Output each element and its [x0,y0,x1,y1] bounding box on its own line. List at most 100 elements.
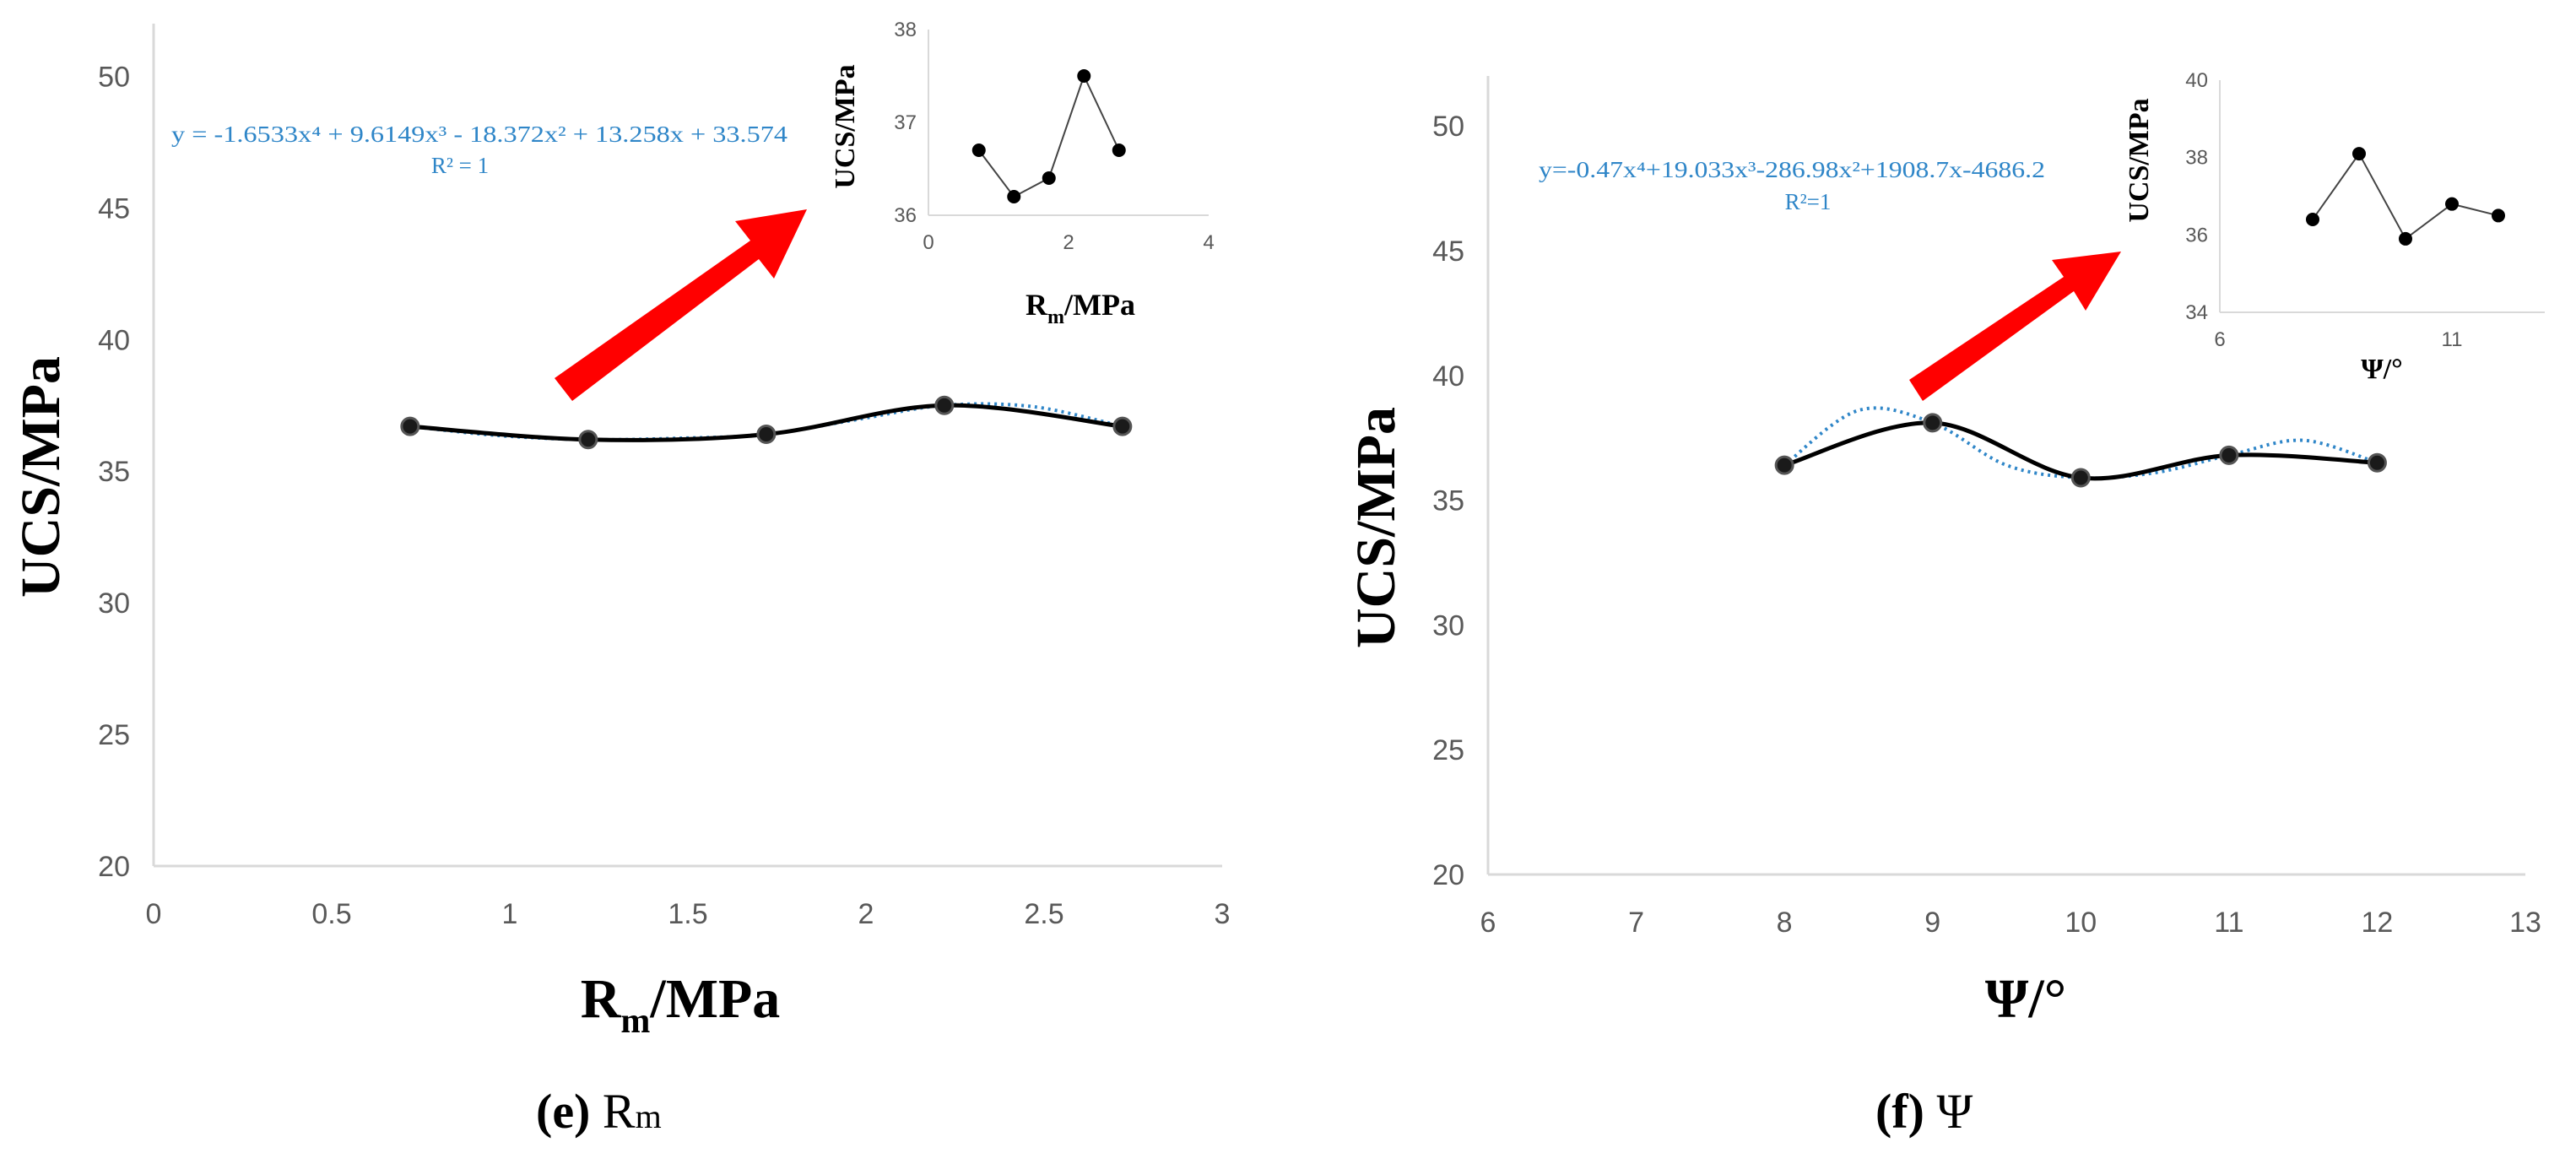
panel-e-data-points [400,395,1133,450]
panel-e-inset-x-title: Rm/MPa [1026,288,1135,328]
panel-f-fit-path [1783,406,2378,480]
panel-e-y-tick-label: 45 [98,192,130,225]
panel-e-inset-x-tick-label: 0 [923,231,934,254]
panel-e-inset-data-point [1042,171,1056,185]
panel-f-inset-line-path [2312,152,2499,241]
panel-e-data-point [934,395,955,415]
panel-e-x-tick-label: 1 [502,898,518,930]
panel-e-x-ticks: 0 0.5 1 1.5 2 2.5 3 [146,898,1231,930]
panel-e-inset-x-tick-label: 2 [1063,231,1074,254]
panel-f-x-tick-label: 8 [1777,907,1793,939]
panel-f-y-axis-title: UCS/MPa [1345,407,1407,648]
panel-f-y-tick-label: 30 [1432,609,1464,642]
panel-e-y-tick-label: 25 [98,719,130,751]
panel-e-x-tick-label: 0.5 [311,898,351,930]
panel-e-data-point [400,416,420,436]
panel-f-caption-var: Ψ [1936,1084,1973,1139]
panel-f-x-tick-label: 6 [1480,907,1496,939]
panel-e-arrow [555,209,807,401]
panel-f-data-point [1923,413,1943,433]
panel-f-inset-x-title: Ψ/° [2361,354,2403,385]
panel-e-y-tick-label: 50 [98,61,130,93]
panel-e-inset-y-ticks: 36 37 38 [894,19,917,227]
panel-e-y-tick-label: 40 [98,324,130,356]
panel-f-inset-y-title: UCS/MPa [2124,98,2155,222]
panel-e-caption-letter: (e) [536,1084,590,1139]
panel-e-data-point [1112,416,1133,436]
panel-f-inset-y-tick-label: 38 [2185,147,2208,170]
panel-f-inset-series-line [2312,152,2499,241]
panel-f-data-point [2367,452,2387,473]
panel-f-inset-data-point [2306,213,2319,226]
panel-f-inset-x-tick-label: 6 [2214,328,2225,351]
panel-f-y-tick-label: 25 [1432,734,1464,766]
panel-f-inset-data-point [2352,147,2366,161]
panel-e-x-tick-label: 2.5 [1024,898,1063,930]
panel-f-x-axis-title: Ψ/° [1985,968,2066,1030]
panel-f-data-point [1774,455,1794,475]
panel-f-inset-data-points [2306,147,2505,246]
panel-e-inset-y-tick-label: 38 [894,19,917,41]
panel-e-y-axis-title: UCS/MPa [10,356,72,598]
panel-f-caption: (f) Ψ [1875,1084,1973,1139]
panel-e-inset-data-points [971,69,1126,203]
panel-f-x-tick-label: 12 [2362,907,2394,939]
panel-e-y-ticks: 20 25 30 35 40 45 50 [98,61,130,883]
panel-e-inset-x-tick-label: 4 [1203,231,1214,254]
panel-f-y-tick-label: 35 [1432,485,1464,517]
panel-f-arrow [1909,252,2121,401]
panel-e-y-tick-label: 35 [98,456,130,488]
panel-f-y-tick-label: 40 [1432,360,1464,393]
panel-e-x-tick-label: 1.5 [668,898,707,930]
panel-e-x-tick-label: 3 [1215,898,1231,930]
panel-f-inset-data-point [2492,208,2505,223]
panel-e-r-squared: R² = 1 [431,153,489,178]
panel-e-caption: (e) Rm [536,1084,662,1139]
panel-f-x-ticks: 6 7 8 9 10 11 12 13 [1480,907,2541,939]
panel-f-fit-curve [1783,406,2378,480]
panel-e-inset-data-point [1007,190,1021,203]
panel-e-equation: y = -1.6533x⁴ + 9.6149x³ - 18.372x² + 13… [171,122,788,147]
panel-f-data-point [2070,468,2091,488]
panel-f-inset-x-tick-label: 11 [2442,328,2463,351]
panel-f-x-tick-label: 10 [2065,907,2097,939]
panel-f-inset-data-point [2445,197,2459,211]
panel-e-inset-y-tick-label: 36 [894,204,917,227]
panel-e-inset-data-point [971,143,986,157]
panel-e-inset-x-ticks: 0 2 4 [923,231,1214,254]
panel-f-y-tick-label: 20 [1432,859,1464,891]
panel-f-x-tick-label: 13 [2509,907,2541,939]
panel-f-inset-y-tick-label: 34 [2185,301,2208,324]
panel-f-inset-y-tick-label: 36 [2185,224,2208,246]
panel-e-y-tick-label: 30 [98,587,130,620]
panel-f-r-squared: R²=1 [1785,189,1832,214]
panel-e-data-point [578,430,598,450]
panel-e-inset-y-tick-label: 37 [894,111,917,134]
panel-e-inset-data-point [1077,69,1091,83]
panel-f-inset-y-ticks: 34 36 38 40 [2185,69,2208,324]
panel-f-x-tick-label: 9 [1924,907,1940,939]
panel-f-data-point [2219,445,2239,465]
panel-f-data-points [1774,413,2387,488]
panel-f-inset-y-tick-label: 40 [2185,69,2208,92]
panel-f-equation: y=-0.47x⁴+19.033x³-286.98x²+1908.7x-4686… [1539,157,2045,182]
panel-f-y-ticks: 20 25 30 35 40 45 50 [1432,111,1464,891]
panel-e-x-axis-title: Rm/MPa [581,968,781,1041]
panel-f-inset: 34 36 38 40 6 11 UCS/MPa Ψ/° [2124,69,2545,385]
panel-e-data-point [756,425,777,445]
panel-f-x-tick-label: 11 [2214,907,2243,939]
panel-f-inset-x-ticks: 6 11 [2214,328,2462,351]
panel-e-inset-y-title: UCS/MPa [830,64,861,188]
panel-f-y-tick-label: 50 [1432,111,1464,143]
panel-e-inset-data-point [1112,143,1126,157]
panel-e-y-tick-label: 20 [98,851,130,883]
panel-e-x-tick-label: 2 [858,898,874,930]
panel-f-inset-data-point [2399,231,2412,246]
panel-f-caption-letter: (f) [1875,1084,1924,1139]
panel-f-y-tick-label: 45 [1432,236,1464,268]
panel-e-inset: 36 37 38 0 2 4 UCS/MPa Rm/MPa [830,19,1215,328]
panel-e-x-tick-label: 0 [146,898,162,930]
